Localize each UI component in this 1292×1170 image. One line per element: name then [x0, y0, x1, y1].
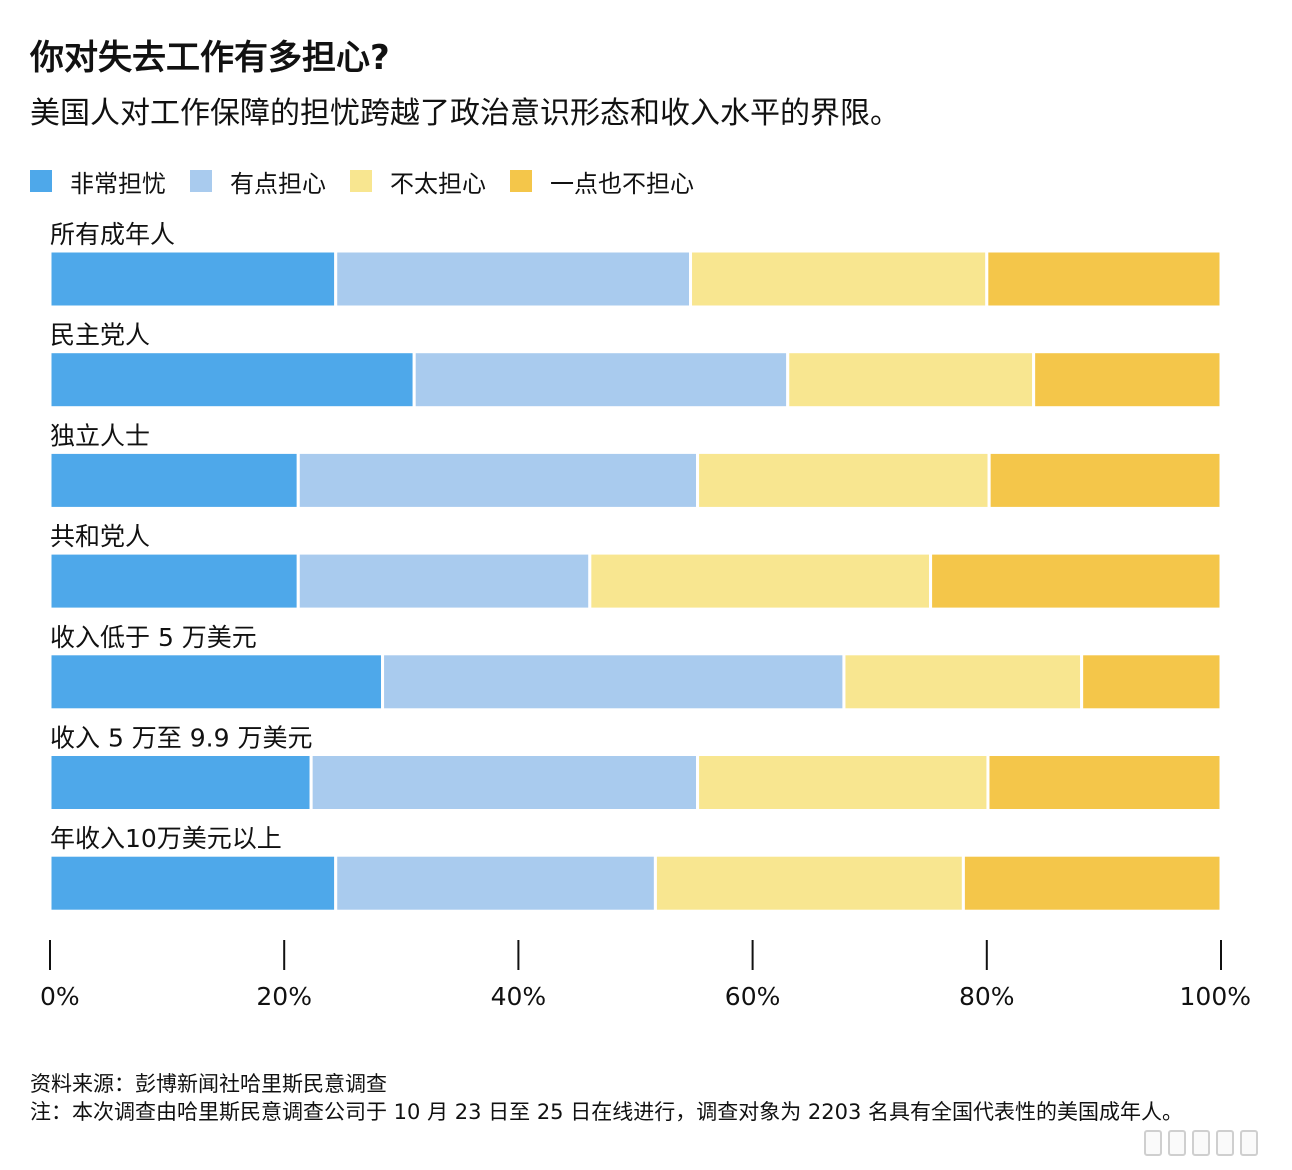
legend-item-not-too-worried: 不太担心 [350, 164, 486, 199]
note-text: 注：本次调查由哈里斯民意调查公司于 10 月 23 日至 25 日在线进行，调查… [30, 1100, 1184, 1124]
bar-segment [296, 450, 700, 510]
legend-swatch [190, 170, 212, 192]
bar-segment [653, 853, 965, 913]
bar-segment [929, 551, 1223, 611]
x-tick-label: 80% [959, 982, 1015, 1011]
chart-title: 你对失去工作有多担心? [30, 38, 390, 78]
x-tick-label: 0% [40, 982, 80, 1011]
bar-segment [48, 350, 416, 410]
x-tick-label: 100% [1180, 982, 1251, 1011]
legend-item-somewhat-worried: 有点担心 [190, 164, 326, 199]
bar-segment [48, 450, 300, 510]
category-label: 所有成年人 [50, 220, 175, 249]
legend: 非常担忧 有点担心 不太担心 一点也不担心 [30, 164, 718, 199]
bar-segment [786, 350, 1036, 410]
legend-label: 不太担心 [390, 169, 486, 198]
bar-segment [381, 652, 846, 712]
legend-swatch [30, 170, 52, 192]
source-text: 资料来源：彭博新闻社哈里斯民意调查 [30, 1072, 387, 1096]
bar-segment [309, 753, 700, 812]
bar-segment [48, 249, 338, 309]
bar-segment [412, 350, 790, 410]
category-label: 收入低于 5 万美元 [50, 623, 257, 652]
bar-segment [689, 249, 989, 309]
legend-label: 一点也不担心 [550, 169, 694, 198]
x-tick-label: 60% [725, 982, 781, 1011]
bar-segment [1080, 652, 1223, 712]
bar-segment [1032, 350, 1223, 410]
legend-item-not-at-all-worried: 一点也不担心 [510, 164, 694, 199]
x-tick-label: 20% [256, 982, 312, 1011]
legend-label: 有点担心 [230, 169, 326, 198]
x-tick-label: 40% [491, 982, 547, 1011]
watermark-icon [1144, 1130, 1274, 1156]
category-label: 共和党人 [50, 522, 150, 551]
category-label: 年收入10万美元以上 [50, 824, 282, 853]
bar-segment [987, 450, 1223, 510]
category-label: 收入 5 万至 9.9 万美元 [50, 724, 312, 753]
bar-segment [48, 652, 385, 712]
bar-segment [842, 652, 1084, 712]
legend-item-very-worried: 非常担忧 [30, 164, 166, 199]
category-label: 民主党人 [50, 321, 150, 350]
bar-segment [588, 551, 933, 611]
bar-segment [48, 853, 338, 913]
bar-segment [48, 551, 300, 611]
bar-segment [296, 551, 592, 611]
legend-swatch [350, 170, 372, 192]
legend-label: 非常担忧 [70, 169, 166, 198]
chart-subtitle: 美国人对工作保障的担忧跨越了政治意识形态和收入水平的界限。 [30, 96, 900, 131]
bar-segment [961, 853, 1223, 913]
bar-segment [985, 249, 1223, 309]
bar-segment [696, 450, 991, 510]
bar-segment [48, 753, 313, 812]
category-label: 独立人士 [50, 421, 150, 450]
bar-segment [334, 249, 693, 309]
bar-segment [696, 753, 990, 812]
bar-segment [334, 853, 657, 913]
bar-segment [986, 753, 1223, 812]
legend-swatch [510, 170, 532, 192]
